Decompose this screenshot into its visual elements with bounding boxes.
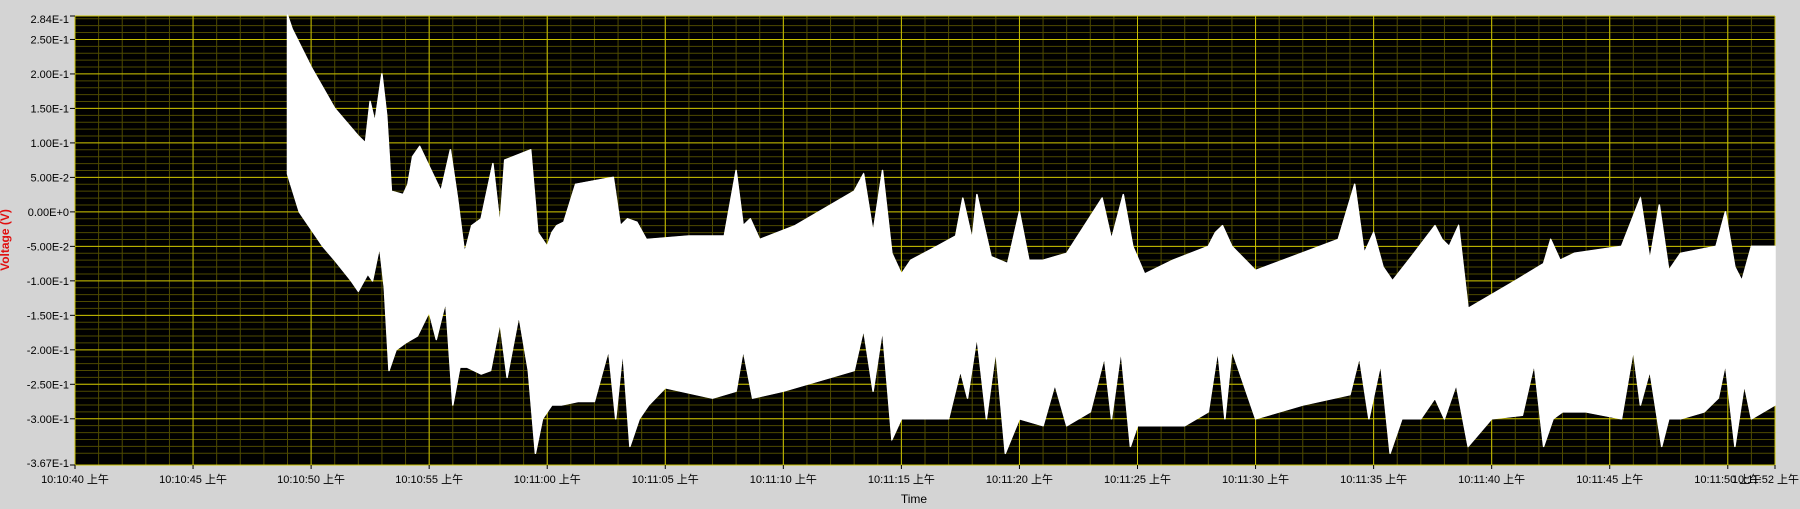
x-tick-label: 10:11:10 上午 [750, 473, 817, 486]
x-tick-label: 10:11:30 上午 [1222, 473, 1289, 486]
x-tick-label: 10:11:45 上午 [1576, 473, 1643, 486]
y-tick-label: -5.00E-2 [27, 241, 69, 253]
y-tick-label: -1.00E-1 [27, 276, 69, 288]
signal-layer [286, 14, 1776, 455]
x-tick-label: 10:10:45 上午 [159, 473, 227, 486]
x-tick-label: 10:11:40 上午 [1458, 473, 1525, 486]
x-tick-label: 10:10:40 上午 [41, 473, 109, 486]
x-tick-label: 10:10:50 上午 [277, 473, 345, 486]
x-tick-label: 10:11:35 上午 [1340, 473, 1407, 486]
x-tick-label: 10:11:25 上午 [1104, 473, 1171, 486]
x-tick-label: 10:11:00 上午 [514, 473, 581, 486]
y-tick-label: 2.84E-1 [30, 14, 69, 26]
y-tick-label: -2.50E-1 [27, 379, 69, 391]
y-tick-label: 2.50E-1 [30, 34, 69, 46]
y-tick-label: 1.00E-1 [30, 138, 69, 150]
y-tick-label: 2.00E-1 [30, 69, 69, 81]
x-tick-label: 10:11:52 上午 [1732, 473, 1799, 486]
y-tick-label: -1.50E-1 [27, 310, 69, 322]
voltage-envelope-min-line [287, 173, 1776, 454]
y-tick-label: 1.50E-1 [30, 103, 69, 115]
y-axis-ticks: 2.84E-1 2.50E-1 2.00E-1 1.50E-1 1.00E-1 5.00E… [27, 14, 75, 470]
y-axis-label: Voltage (V) [0, 209, 12, 271]
y-tick-label: -2.00E-1 [27, 345, 69, 357]
x-tick-label: 10:10:55 上午 [395, 473, 463, 486]
y-tick-label: 5.00E-2 [30, 172, 69, 184]
y-tick-label: -3.67E-1 [27, 458, 69, 470]
voltage-envelope-max-line [287, 15, 1775, 310]
x-tick-label: 10:11:05 上午 [632, 473, 699, 486]
y-tick-label: 0.00E+0 [28, 207, 69, 219]
x-axis-ticks: 10:10:40 上午 10:10:45 上午 10:10:50 上午 10:10:5… [41, 465, 1799, 486]
x-tick-label: 10:11:20 上午 [986, 473, 1053, 486]
y-tick-label: -3.00E-1 [27, 414, 69, 426]
x-tick-label: 10:11:50 上午 [1694, 473, 1761, 486]
x-tick-label: 10:11:15 上午 [868, 473, 935, 486]
x-axis-label: Time [901, 492, 928, 504]
